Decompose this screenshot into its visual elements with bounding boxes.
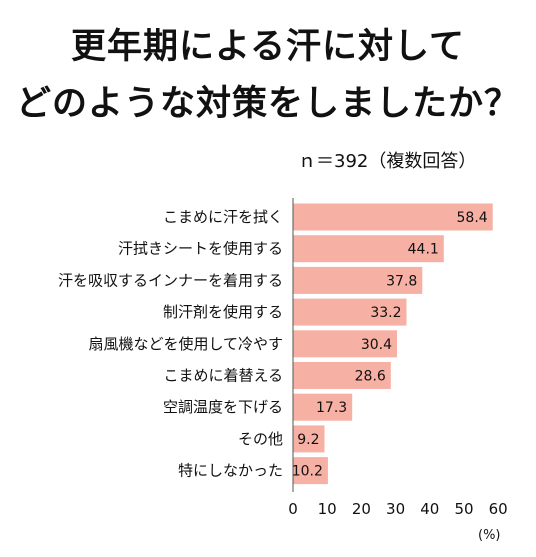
- x-tick-label: 0: [288, 500, 298, 518]
- x-tick-label: 40: [420, 500, 439, 518]
- chart-title-line-2: どのような対策をしましたか？: [15, 84, 520, 124]
- unit-label: (%): [478, 528, 501, 543]
- bar: [293, 330, 397, 358]
- category-label: 特にしなかった: [178, 462, 283, 480]
- data-label: 10.2: [292, 464, 323, 480]
- data-label: 28.6: [355, 369, 386, 385]
- sample-size-note: ｎ＝392（複数回答）: [298, 151, 477, 172]
- bar: [293, 362, 391, 389]
- x-tick-label: 50: [454, 500, 473, 518]
- category-label: 制汗剤を使用する: [163, 303, 283, 321]
- category-label: こまめに汗を拭く: [163, 208, 283, 226]
- category-label: 空調温度を下げる: [163, 398, 283, 416]
- data-label: 30.4: [361, 337, 392, 353]
- bar: [293, 298, 407, 326]
- data-label: 17.3: [316, 400, 347, 416]
- data-label: 37.8: [386, 273, 417, 289]
- x-tick-label: 60: [489, 500, 508, 518]
- bar: [293, 425, 325, 453]
- x-tick-label: 30: [386, 500, 405, 518]
- data-label: 33.2: [370, 305, 401, 321]
- bar: [293, 393, 353, 421]
- category-label: 汗を吸収するインナーを着用する: [58, 271, 283, 289]
- category-label: 汗拭きシートを使用する: [118, 240, 283, 258]
- category-label: その他: [238, 430, 283, 448]
- bar: [293, 203, 493, 231]
- chart-title-line-1: 更年期による汗に対して: [71, 27, 465, 67]
- bar: [293, 457, 328, 485]
- data-label: 58.4: [457, 210, 488, 226]
- data-label: 9.2: [297, 432, 319, 448]
- bar: [293, 266, 423, 294]
- data-label: 44.1: [408, 242, 439, 258]
- x-tick-label: 20: [352, 500, 371, 518]
- category-label: こまめに着替える: [163, 367, 283, 385]
- category-label: 扇風機などを使用して冷やす: [88, 335, 283, 353]
- x-tick-label: 10: [318, 500, 337, 518]
- bar: [293, 235, 444, 263]
